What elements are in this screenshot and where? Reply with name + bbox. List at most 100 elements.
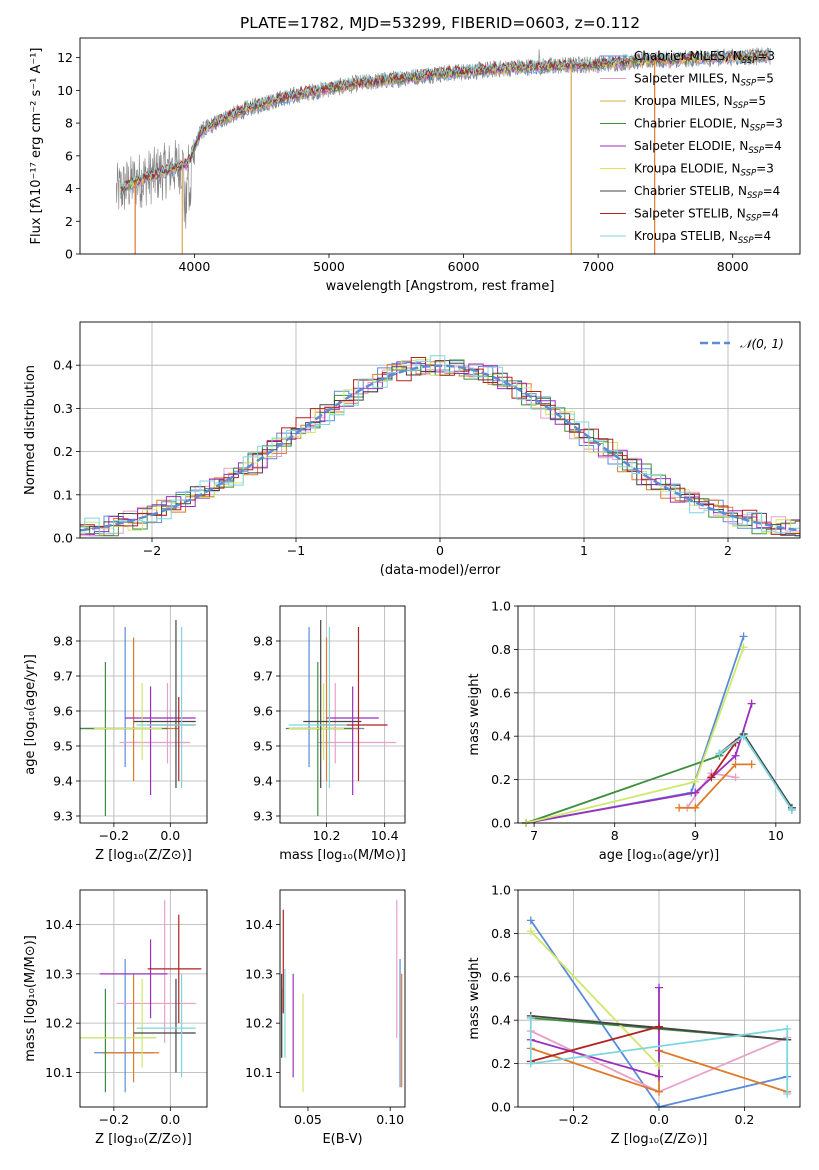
weight_vs_age-frame [517, 605, 801, 824]
x-tick-label: 0.2 [735, 1112, 755, 1127]
x-tick-label: 10 [768, 828, 784, 843]
y-axis-label: mass weight [467, 673, 482, 755]
y-tick-label: 9.3 [253, 809, 273, 824]
weight-marker [655, 983, 663, 992]
mass_vs_Z-frame [79, 889, 208, 1108]
x-tick-label: 7 [530, 828, 538, 843]
x-tick-label: 0 [436, 543, 444, 558]
x-tick-label: 1 [580, 543, 588, 558]
weight-marker [739, 732, 748, 741]
legend-entry: Chabrier STELIB, NSSP=4 [634, 184, 780, 201]
x-tick-label: 0.0 [160, 1112, 180, 1127]
y-tick-label: 1.0 [491, 883, 511, 898]
normal-reference-curve [80, 364, 800, 532]
weight-marker [655, 1061, 663, 1070]
weight-line [710, 742, 737, 778]
y-tick-label: 10.1 [45, 1065, 73, 1080]
y-tick-label: 9.7 [253, 669, 273, 684]
y-axis-label: age [log₁₀(age/yr)] [23, 654, 38, 775]
mass_vs_Z-axes: −0.2 0.0 10.1 10.2 10.3 10.4 Z [log₁₀(Z/Z⊙)] ma… [23, 890, 207, 1147]
y-tick-label: 0.0 [491, 816, 511, 831]
weight-line [530, 1025, 660, 1063]
weight-marker [739, 643, 748, 652]
legend-entry: Chabrier MILES, NSSP=3 [634, 49, 775, 66]
x-tick-label: 10.2 [313, 828, 341, 843]
y-tick-label: 1.0 [491, 599, 511, 614]
y-tick-label: 0.4 [53, 358, 73, 373]
weight_vs_age-series [522, 632, 796, 827]
residual-histogram [80, 361, 800, 536]
weight-marker [739, 632, 748, 641]
y-tick-label: 10.1 [245, 1065, 273, 1080]
y-tick-label: 10.2 [45, 1016, 73, 1031]
weight-line [718, 734, 793, 811]
residual-histogram [80, 359, 800, 535]
x-tick-label: −0.2 [99, 828, 129, 843]
y-tick-label: 10.4 [245, 917, 273, 932]
y-tick-label: 0.8 [491, 926, 511, 941]
weight-marker [731, 773, 740, 782]
x-tick-label: 6000 [448, 259, 480, 274]
mass_vs_EBV-points [281, 899, 403, 1093]
legend-entry: Salpeter MILES, NSSP=5 [634, 72, 774, 89]
y-tick-label: 6 [65, 148, 73, 163]
x-tick-label: −0.2 [99, 1112, 129, 1127]
weight-line [530, 930, 660, 1067]
y-axis-label: Flux [fλ10⁻¹⁷ erg cm⁻² s⁻¹ A⁻¹] [29, 48, 44, 245]
weight-marker [747, 760, 756, 769]
weight-marker [655, 1022, 663, 1031]
mass_vs_EBV-axes: 0.05 0.10 10.1 10.2 10.3 10.4 E(B-V) [245, 917, 404, 1147]
y-tick-label: 9.3 [53, 809, 73, 824]
y-tick-label: 0.4 [491, 729, 511, 744]
weight-marker [526, 1059, 535, 1068]
legend-entry: Salpeter STELIB, NSSP=4 [634, 207, 779, 224]
x-tick-label: −1 [287, 543, 305, 558]
x-tick-label: 0.0 [160, 828, 180, 843]
y-tick-label: 10.3 [245, 966, 273, 981]
y-tick-label: 9.5 [253, 739, 273, 754]
x-tick-label: 0.10 [376, 1112, 404, 1127]
weight-marker [675, 803, 684, 812]
legend-entry: 𝒩(0, 1) [740, 337, 784, 351]
x-tick-label: 8 [611, 828, 619, 843]
x-axis-label: age [log₁₀(age/yr)] [599, 848, 720, 863]
y-tick-label: 8 [65, 116, 73, 131]
y-tick-label: 9.6 [53, 704, 73, 719]
y-axis-label: Normed distribution [23, 365, 38, 495]
y-tick-label: 10 [57, 83, 73, 98]
y-tick-label: 9.6 [253, 704, 273, 719]
weight-marker [787, 805, 796, 814]
age_vs_mass-points [285, 620, 397, 816]
y-tick-label: 9.5 [53, 739, 73, 754]
age_vs_Z-axes: −0.2 0.0 9.3 9.4 9.5 9.6 9.7 9.8 Z [log₁₀(Z/Z⊙)]… [23, 606, 207, 863]
x-tick-label: −0.2 [558, 1112, 588, 1127]
x-axis-label: (data-model)/error [380, 563, 501, 578]
weight-marker [526, 927, 535, 936]
legend-entry: Salpeter ELODIE, NSSP=4 [634, 139, 782, 156]
weight-marker [747, 699, 756, 708]
y-tick-label: 0.0 [491, 1100, 511, 1115]
legend-entry: Kroupa MILES, NSSP=5 [634, 94, 766, 111]
residual-legend: 𝒩(0, 1) [700, 337, 784, 351]
mass_vs_EBV-frame [279, 889, 406, 1108]
weight-marker [783, 1089, 792, 1098]
x-tick-label: −2 [143, 543, 161, 558]
spectrum-axes: 4000 5000 6000 7000 8000 0 2 4 6 8 10 12 wavelength … [29, 48, 749, 295]
x-tick-label: 0.05 [294, 1112, 322, 1127]
x-tick-label: 10.4 [371, 828, 399, 843]
y-tick-label: 10.3 [45, 966, 73, 981]
weight-marker [691, 803, 700, 812]
weight-marker [691, 777, 700, 786]
x-axis-label: Z [log₁₀(Z/Z⊙)] [95, 1132, 192, 1147]
x-tick-label: 7000 [582, 259, 614, 274]
mass_vs_Z-points [80, 899, 202, 1093]
y-tick-label: 4 [65, 181, 73, 196]
x-axis-label: E(B-V) [322, 1132, 362, 1147]
x-axis-label: Z [log₁₀(Z/Z⊙)] [611, 1132, 708, 1147]
y-axis-label: mass weight [467, 957, 482, 1039]
x-axis-label: mass [log₁₀(M/M⊙)] [279, 848, 406, 863]
weight_vs_Z-frame [517, 889, 801, 1108]
weight-marker [526, 1014, 535, 1023]
y-tick-label: 0.6 [491, 685, 511, 700]
